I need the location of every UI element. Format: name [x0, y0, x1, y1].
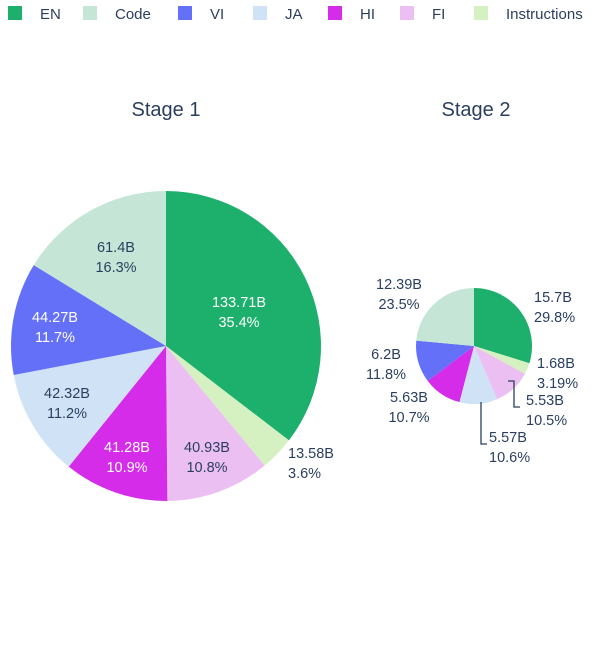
slice-percent-label: 10.7%: [388, 410, 429, 426]
slice-percent-label: 10.5%: [526, 413, 567, 429]
pie-slice-vi[interactable]: [11, 265, 167, 375]
slice-percent-label: 10.8%: [186, 460, 227, 476]
pie-slice-vi[interactable]: [415, 340, 474, 381]
legend-item-instructions[interactable]: Instructions: [474, 6, 583, 23]
pie-slice-en[interactable]: [474, 288, 532, 364]
slice-value-label: 42.32B: [44, 386, 90, 402]
slice-value-label: 5.63B: [390, 390, 428, 406]
slice-percent-label: 29.8%: [534, 310, 575, 326]
slice-value-label: 133.71B: [212, 295, 266, 311]
pie-slice-en[interactable]: [166, 191, 321, 441]
slice-percent-label: 11.7%: [35, 330, 75, 346]
slice-value-label: 61.4B: [97, 240, 135, 256]
legend-label: VI: [210, 6, 224, 23]
pie-slice-code[interactable]: [33, 191, 167, 346]
slice-value-label: 12.39B: [376, 277, 422, 293]
slice-percent-label: 35.4%: [218, 315, 259, 331]
slice-label-leader: [480, 402, 487, 445]
legend-label: HI: [360, 6, 375, 23]
legend-item-vi[interactable]: VI: [178, 6, 224, 23]
pie-stage-2: Stage 2 15.7B 29.8% 1.68B 3.19%5.53B 10.5%5.5…: [366, 99, 578, 466]
slice-value-label: 5.57B: [489, 430, 527, 446]
legend-label: Code: [115, 6, 151, 23]
legend-item-code[interactable]: Code: [83, 6, 151, 23]
pie-slice-instructions[interactable]: [166, 346, 289, 466]
pie-slice-hi[interactable]: [68, 346, 168, 501]
slice-percent-label: 3.6%: [288, 466, 321, 482]
slice-label-leader: [508, 380, 520, 408]
pie-stage-1: Stage 1 133.71B 35.4% 13.58B 3.6% 40.93B 10.8%…: [11, 99, 334, 501]
legend-item-ja[interactable]: JA: [253, 6, 303, 23]
pie-slice-instructions[interactable]: [474, 346, 530, 374]
pie-slice-fi[interactable]: [474, 346, 525, 400]
slice-percent-label: 16.3%: [95, 260, 136, 276]
legend-item-fi[interactable]: FI: [400, 6, 445, 23]
slice-percent-label: 11.2%: [47, 406, 87, 422]
pie-slice-fi[interactable]: [166, 346, 265, 501]
legend-swatch: [400, 6, 414, 20]
legend-swatch: [83, 6, 97, 20]
slice-value-label: 1.68B: [537, 356, 575, 372]
pie-title: Stage 2: [442, 99, 511, 121]
slice-value-label: 15.7B: [534, 290, 572, 306]
slice-percent-label: 23.5%: [378, 297, 419, 313]
legend-item-hi[interactable]: HI: [328, 6, 375, 23]
pie-title: Stage 1: [132, 99, 201, 121]
legend-label: EN: [40, 6, 61, 23]
slice-percent-label: 10.9%: [106, 460, 147, 476]
pie-slice-code[interactable]: [416, 288, 474, 346]
legend-label: Instructions: [506, 6, 583, 23]
slice-value-label: 13.58B: [288, 446, 334, 462]
pie-slice-ja[interactable]: [459, 346, 498, 405]
slice-value-label: 5.53B: [526, 393, 564, 409]
slice-percent-label: 3.19%: [537, 376, 578, 392]
legend-label: FI: [432, 6, 445, 23]
slice-value-label: 41.28B: [104, 440, 150, 456]
legend-swatch: [328, 6, 342, 20]
pie-slice-ja[interactable]: [13, 346, 166, 467]
slice-percent-label: 10.6%: [489, 450, 530, 466]
pie-slice-hi[interactable]: [427, 346, 474, 403]
slice-value-label: 44.27B: [32, 310, 78, 326]
legend: EN Code VI JA HI FI Instructions: [8, 6, 583, 23]
legend-swatch: [8, 6, 22, 20]
slice-percent-label: 11.8%: [366, 367, 406, 383]
legend-swatch: [178, 6, 192, 20]
legend-label: JA: [285, 6, 303, 23]
legend-item-en[interactable]: EN: [8, 6, 61, 23]
legend-swatch: [474, 6, 488, 20]
slice-value-label: 40.93B: [184, 440, 230, 456]
slice-value-label: 6.2B: [371, 347, 401, 363]
legend-swatch: [253, 6, 267, 20]
